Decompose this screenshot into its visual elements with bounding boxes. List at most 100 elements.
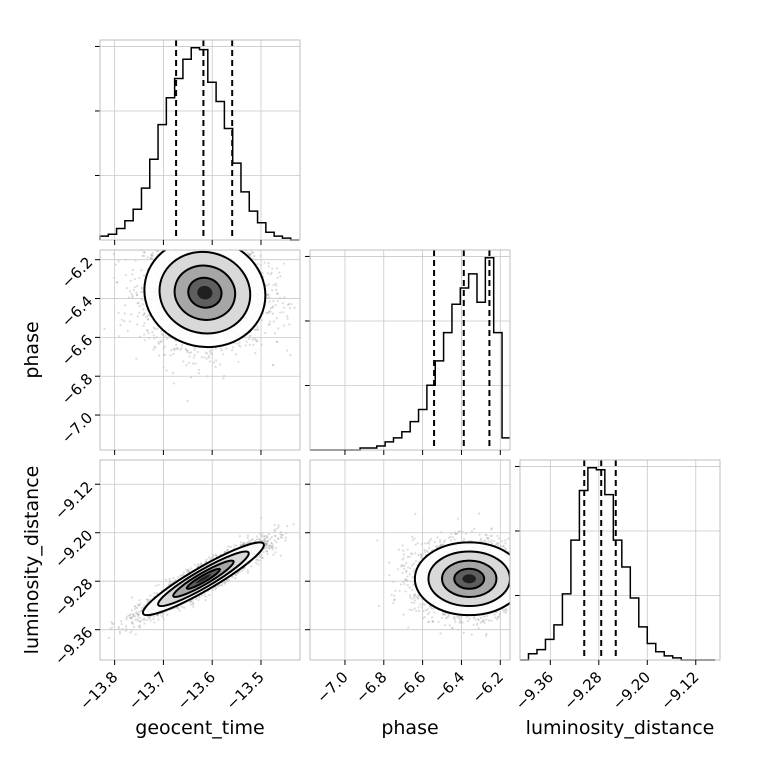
scatter-point xyxy=(137,625,140,628)
scatter-point xyxy=(238,223,240,225)
scatter-point xyxy=(136,612,140,615)
scatter-point xyxy=(267,294,270,297)
scatter-point xyxy=(220,349,223,352)
scatter-point xyxy=(164,578,167,581)
scatter-point xyxy=(272,363,275,367)
scatter-point xyxy=(280,536,284,539)
scatter-point xyxy=(190,247,192,249)
scatter-point xyxy=(201,593,204,597)
scatter-point xyxy=(188,224,190,226)
scatter-point xyxy=(269,310,272,313)
scatter-point xyxy=(219,584,222,587)
scatter-point xyxy=(132,613,135,617)
scatter-point xyxy=(290,302,293,306)
scatter-point xyxy=(212,361,215,364)
scatter-point xyxy=(119,323,122,327)
scatter-point xyxy=(181,247,183,249)
scatter-point xyxy=(140,290,143,294)
scatter-point xyxy=(128,614,131,617)
scatter-point xyxy=(130,246,132,248)
scatter-point xyxy=(208,356,211,359)
scatter-point xyxy=(135,611,138,614)
scatter-point xyxy=(197,246,199,248)
scatter-point xyxy=(171,229,173,231)
scatter-point xyxy=(176,346,179,350)
scatter-point xyxy=(163,345,166,348)
scatter-point xyxy=(171,242,173,244)
scatter-point xyxy=(264,542,268,545)
scatter-point xyxy=(265,284,268,287)
scatter-point xyxy=(186,349,189,352)
scatter-point xyxy=(207,556,211,559)
scatter-point xyxy=(244,241,246,243)
scatter-point xyxy=(137,301,140,304)
scatter-point xyxy=(157,583,160,586)
scatter-point xyxy=(256,328,259,331)
scatter-point xyxy=(255,538,259,541)
scatter-point xyxy=(201,246,203,248)
scatter-point xyxy=(233,242,235,244)
scatter-point xyxy=(169,582,173,585)
scatter-point xyxy=(146,329,149,332)
scatter-point xyxy=(156,229,158,231)
scatter-point xyxy=(197,226,199,228)
scatter-point xyxy=(112,622,115,626)
scatter-point xyxy=(131,294,134,298)
scatter-point xyxy=(143,333,146,336)
scatter-point xyxy=(185,568,188,571)
scatter-point xyxy=(141,303,144,306)
scatter-point xyxy=(208,245,210,247)
scatter-point xyxy=(214,588,217,591)
scatter-point xyxy=(146,598,149,601)
scatter-point xyxy=(128,320,131,323)
scatter-point xyxy=(142,604,146,607)
scatter-point xyxy=(188,355,191,358)
scatter-point xyxy=(269,306,273,310)
scatter-point xyxy=(287,302,290,306)
scatter-point xyxy=(153,621,156,624)
scatter-point xyxy=(244,344,247,347)
scatter-point xyxy=(267,323,270,327)
scatter-point xyxy=(196,350,199,353)
scatter-point xyxy=(149,257,152,260)
scatter-point xyxy=(152,618,155,621)
scatter-point xyxy=(227,245,229,247)
scatter-point xyxy=(192,605,195,608)
scatter-point xyxy=(189,220,191,222)
scatter-point xyxy=(272,320,275,323)
scatter-point xyxy=(188,232,190,234)
scatter-point xyxy=(252,251,255,254)
scatter-point xyxy=(153,337,156,340)
scatter-point xyxy=(264,544,267,547)
scatter-point xyxy=(260,319,264,322)
scatter-point xyxy=(125,618,128,621)
scatter-point xyxy=(271,306,274,309)
scatter-point xyxy=(238,341,241,344)
scatter-point xyxy=(239,345,242,348)
scatter-point xyxy=(247,253,251,256)
scatter-point xyxy=(276,276,279,279)
scatter-point xyxy=(163,353,166,356)
scatter-point xyxy=(264,540,267,543)
scatter-point xyxy=(182,360,185,363)
scatter-point xyxy=(142,313,145,317)
scatter-point xyxy=(190,245,192,247)
scatter-point xyxy=(219,363,222,366)
scatter-point xyxy=(132,622,135,625)
scatter-point xyxy=(272,283,275,287)
scatter-point xyxy=(274,551,277,554)
scatter-point xyxy=(185,223,187,225)
scatter-point xyxy=(253,337,256,340)
scatter-point xyxy=(252,220,254,222)
scatter-point xyxy=(180,346,183,350)
scatter-point xyxy=(274,303,277,307)
scatter-point xyxy=(264,332,267,335)
scatter-point xyxy=(254,338,257,341)
scatter-point xyxy=(200,562,203,565)
scatter-point xyxy=(225,347,228,350)
scatter-point xyxy=(176,576,180,579)
scatter-point xyxy=(133,605,137,608)
scatter-point xyxy=(181,247,183,249)
scatter-point xyxy=(191,202,193,204)
scatter-point xyxy=(140,609,143,612)
